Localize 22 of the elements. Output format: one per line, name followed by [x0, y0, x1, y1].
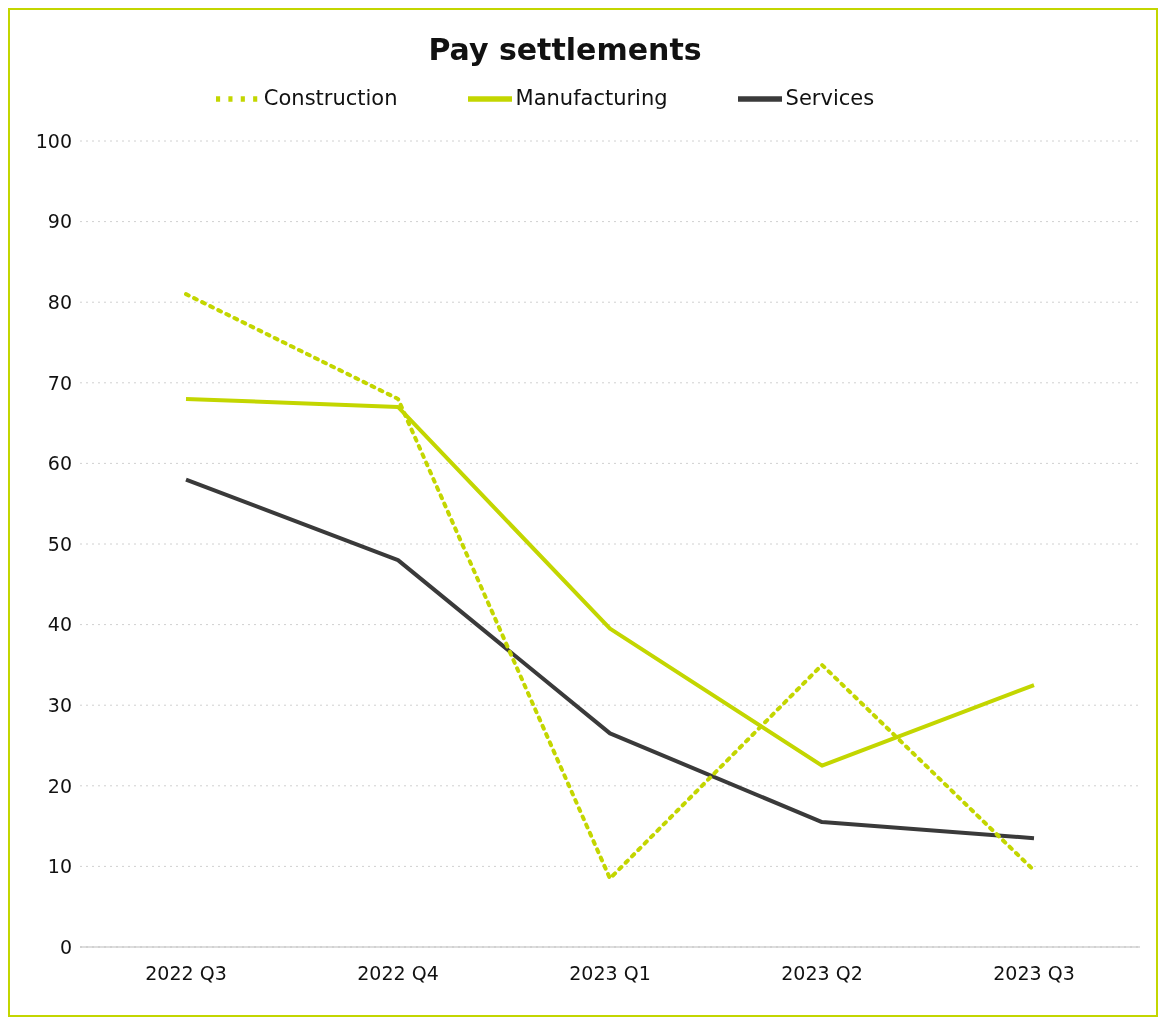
x-tick-label: 2023 Q1	[569, 962, 651, 985]
x-tick-label: 2022 Q4	[357, 962, 439, 985]
y-tick-label: 80	[47, 290, 72, 313]
y-tick-label: 20	[47, 774, 72, 797]
y-tick-label: 90	[47, 210, 72, 233]
x-tick-label: 2022 Q3	[145, 962, 227, 985]
y-tick-label: 70	[47, 371, 72, 394]
legend-label: Construction	[263, 86, 398, 110]
line-series	[184, 477, 1036, 841]
y-tick-label: 60	[47, 452, 72, 475]
y-tick-label: 30	[47, 693, 72, 716]
x-tick-label: 2023 Q2	[781, 962, 863, 985]
y-tick-label: 100	[35, 129, 72, 152]
y-tick-label: 0	[59, 935, 72, 958]
y-tick-label: 50	[47, 532, 72, 555]
x-tick-label: 2023 Q3	[993, 962, 1075, 985]
y-tick-label: 40	[47, 613, 72, 636]
line-series	[184, 292, 1036, 881]
chart-title: Pay settlements	[427, 31, 703, 67]
y-tick-label: 10	[47, 855, 72, 878]
legend-label: Services	[785, 86, 875, 110]
legend-label: Manufacturing	[515, 86, 668, 110]
